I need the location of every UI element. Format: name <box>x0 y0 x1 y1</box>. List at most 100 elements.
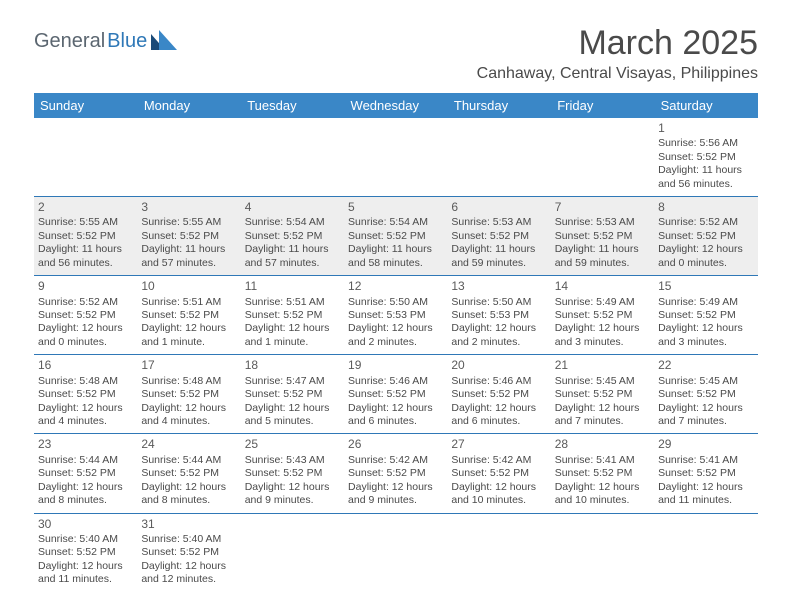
sunrise-text: Sunrise: 5:44 AM <box>38 454 133 467</box>
day-number: 5 <box>348 200 443 215</box>
sunrise-text: Sunrise: 5:46 AM <box>348 375 443 388</box>
sunset-text: Sunset: 5:52 PM <box>141 309 236 322</box>
logo-text-general: General <box>34 30 105 53</box>
daylight-text: Daylight: 11 hours and 59 minutes. <box>555 243 650 270</box>
calendar-cell: 26Sunrise: 5:42 AMSunset: 5:52 PMDayligh… <box>344 434 447 513</box>
daylight-text: Daylight: 12 hours and 4 minutes. <box>38 402 133 429</box>
day-number: 2 <box>38 200 133 215</box>
day-number: 3 <box>141 200 236 215</box>
day-number: 25 <box>245 437 340 452</box>
calendar-cell <box>551 513 654 592</box>
daylight-text: Daylight: 12 hours and 3 minutes. <box>658 322 753 349</box>
sunset-text: Sunset: 5:52 PM <box>141 388 236 401</box>
sunrise-text: Sunrise: 5:52 AM <box>658 216 753 229</box>
sunrise-text: Sunrise: 5:50 AM <box>451 296 546 309</box>
daylight-text: Daylight: 12 hours and 4 minutes. <box>141 402 236 429</box>
calendar-cell: 10Sunrise: 5:51 AMSunset: 5:52 PMDayligh… <box>137 276 240 355</box>
calendar-cell: 22Sunrise: 5:45 AMSunset: 5:52 PMDayligh… <box>654 355 757 434</box>
sunrise-text: Sunrise: 5:54 AM <box>348 216 443 229</box>
day-number: 24 <box>141 437 236 452</box>
day-number: 14 <box>555 279 650 294</box>
sunset-text: Sunset: 5:52 PM <box>141 230 236 243</box>
sunrise-text: Sunrise: 5:41 AM <box>658 454 753 467</box>
weekday-header: Saturday <box>654 93 757 118</box>
title-block: March 2025 Canhaway, Central Visayas, Ph… <box>477 24 758 83</box>
daylight-text: Daylight: 12 hours and 1 minute. <box>245 322 340 349</box>
calendar-cell: 16Sunrise: 5:48 AMSunset: 5:52 PMDayligh… <box>34 355 137 434</box>
sunset-text: Sunset: 5:52 PM <box>38 467 133 480</box>
sunrise-text: Sunrise: 5:40 AM <box>38 533 133 546</box>
sunset-text: Sunset: 5:52 PM <box>658 230 753 243</box>
calendar-cell <box>447 513 550 592</box>
sunrise-text: Sunrise: 5:41 AM <box>555 454 650 467</box>
daylight-text: Daylight: 11 hours and 58 minutes. <box>348 243 443 270</box>
day-number: 10 <box>141 279 236 294</box>
calendar-week-row: 1Sunrise: 5:56 AMSunset: 5:52 PMDaylight… <box>34 118 758 197</box>
calendar-cell: 29Sunrise: 5:41 AMSunset: 5:52 PMDayligh… <box>654 434 757 513</box>
sunset-text: Sunset: 5:52 PM <box>451 388 546 401</box>
calendar-week-row: 23Sunrise: 5:44 AMSunset: 5:52 PMDayligh… <box>34 434 758 513</box>
calendar-cell: 5Sunrise: 5:54 AMSunset: 5:52 PMDaylight… <box>344 197 447 276</box>
day-number: 30 <box>38 517 133 532</box>
sunrise-text: Sunrise: 5:51 AM <box>245 296 340 309</box>
calendar-week-row: 30Sunrise: 5:40 AM Sunset: 5:52 PM Dayligh… <box>34 513 758 592</box>
sunrise-text: Sunrise: 5:53 AM <box>451 216 546 229</box>
daylight-text: Daylight: 11 hours and 56 minutes. <box>658 164 753 191</box>
weekday-header-row: Sunday Monday Tuesday Wednesday Thursday… <box>34 93 758 118</box>
daylight-text: Daylight: 12 hours and 11 minutes. <box>38 560 133 587</box>
sunset-text: Sunset: 5:52 PM <box>555 388 650 401</box>
day-number: 9 <box>38 279 133 294</box>
logo-mark-icon <box>151 28 181 50</box>
sunrise-text: Sunrise: 5:42 AM <box>451 454 546 467</box>
day-number: 21 <box>555 358 650 373</box>
calendar-cell <box>344 513 447 592</box>
sunrise-text: Sunrise: 5:47 AM <box>245 375 340 388</box>
daylight-text: Daylight: 12 hours and 8 minutes. <box>141 481 236 508</box>
calendar-cell: 1Sunrise: 5:56 AMSunset: 5:52 PMDaylight… <box>654 118 757 197</box>
day-number: 18 <box>245 358 340 373</box>
calendar-cell: 21 Sunrise: 5:45 AMSunset: 5:52 PMDayligh… <box>551 355 654 434</box>
sunset-text: Sunset: 5:52 PM <box>348 230 443 243</box>
day-number: 31 <box>141 517 236 532</box>
day-number: 28 <box>555 437 650 452</box>
daylight-text: Daylight: 12 hours and 7 minutes. <box>555 402 650 429</box>
calendar-cell: 18Sunrise: 5:47 AMSunset: 5:52 PMDayligh… <box>241 355 344 434</box>
daylight-text: Daylight: 11 hours and 59 minutes. <box>451 243 546 270</box>
sunset-text: Sunset: 5:53 PM <box>451 309 546 322</box>
sunrise-text: Sunrise: 5:43 AM <box>245 454 340 467</box>
sunset-text: Sunset: 5:52 PM <box>141 546 236 559</box>
daylight-text: Daylight: 12 hours and 6 minutes. <box>451 402 546 429</box>
calendar-cell: 19Sunrise: 5:46 AMSunset: 5:52 PMDayligh… <box>344 355 447 434</box>
calendar-cell: 9Sunrise: 5:52 AMSunset: 5:52 PMDaylight… <box>34 276 137 355</box>
sunset-text: Sunset: 5:52 PM <box>451 230 546 243</box>
calendar-cell: 6Sunrise: 5:53 AMSunset: 5:52 PMDaylight… <box>447 197 550 276</box>
calendar-cell: 2Sunrise: 5:55 AMSunset: 5:52 PMDaylight… <box>34 197 137 276</box>
calendar-cell: 4Sunrise: 5:54 AMSunset: 5:52 PMDaylight… <box>241 197 344 276</box>
sunset-text: Sunset: 5:52 PM <box>245 230 340 243</box>
daylight-text: Daylight: 12 hours and 2 minutes. <box>451 322 546 349</box>
sunrise-text: Sunrise: 5:56 AM <box>658 137 753 150</box>
sunset-text: Sunset: 5:52 PM <box>451 467 546 480</box>
sunrise-text: Sunrise: 5:54 AM <box>245 216 340 229</box>
daylight-text: Daylight: 12 hours and 8 minutes. <box>38 481 133 508</box>
sunrise-text: Sunrise: 5:49 AM <box>555 296 650 309</box>
calendar-cell: 11Sunrise: 5:51 AMSunset: 5:52 PMDayligh… <box>241 276 344 355</box>
sunrise-text: Sunrise: 5:45 AM <box>555 375 650 388</box>
sunrise-text: Sunrise: 5:48 AM <box>141 375 236 388</box>
day-number: 29 <box>658 437 753 452</box>
sunset-text: Sunset: 5:52 PM <box>141 467 236 480</box>
daylight-text: Daylight: 12 hours and 10 minutes. <box>555 481 650 508</box>
calendar-cell <box>654 513 757 592</box>
calendar-week-row: 2Sunrise: 5:55 AMSunset: 5:52 PMDaylight… <box>34 197 758 276</box>
day-number: 13 <box>451 279 546 294</box>
day-number: 11 <box>245 279 340 294</box>
calendar-cell: 23Sunrise: 5:44 AMSunset: 5:52 PMDayligh… <box>34 434 137 513</box>
calendar-cell: 24Sunrise: 5:44 AMSunset: 5:52 PMDayligh… <box>137 434 240 513</box>
daylight-text: Daylight: 11 hours and 57 minutes. <box>245 243 340 270</box>
sunrise-text: Sunrise: 5:48 AM <box>38 375 133 388</box>
weekday-header: Wednesday <box>344 93 447 118</box>
sunset-text: Sunset: 5:52 PM <box>658 309 753 322</box>
sunset-text: Sunset: 5:52 PM <box>38 388 133 401</box>
calendar-cell: 7Sunrise: 5:53 AMSunset: 5:52 PMDaylight… <box>551 197 654 276</box>
day-number: 7 <box>555 200 650 215</box>
